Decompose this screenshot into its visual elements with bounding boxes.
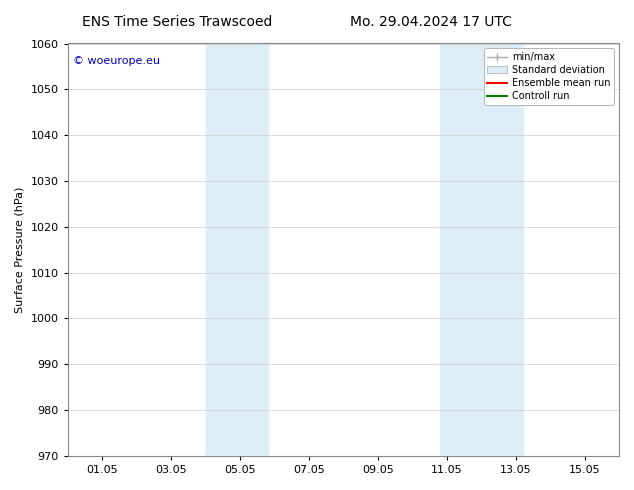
- Y-axis label: Surface Pressure (hPa): Surface Pressure (hPa): [15, 187, 25, 313]
- Bar: [205, 44, 268, 456]
- Text: © woeurope.eu: © woeurope.eu: [73, 56, 160, 66]
- Bar: [440, 44, 522, 456]
- Text: Mo. 29.04.2024 17 UTC: Mo. 29.04.2024 17 UTC: [350, 15, 512, 29]
- Legend: min/max, Standard deviation, Ensemble mean run, Controll run: min/max, Standard deviation, Ensemble me…: [484, 49, 614, 105]
- Text: ENS Time Series Trawscoed: ENS Time Series Trawscoed: [82, 15, 273, 29]
